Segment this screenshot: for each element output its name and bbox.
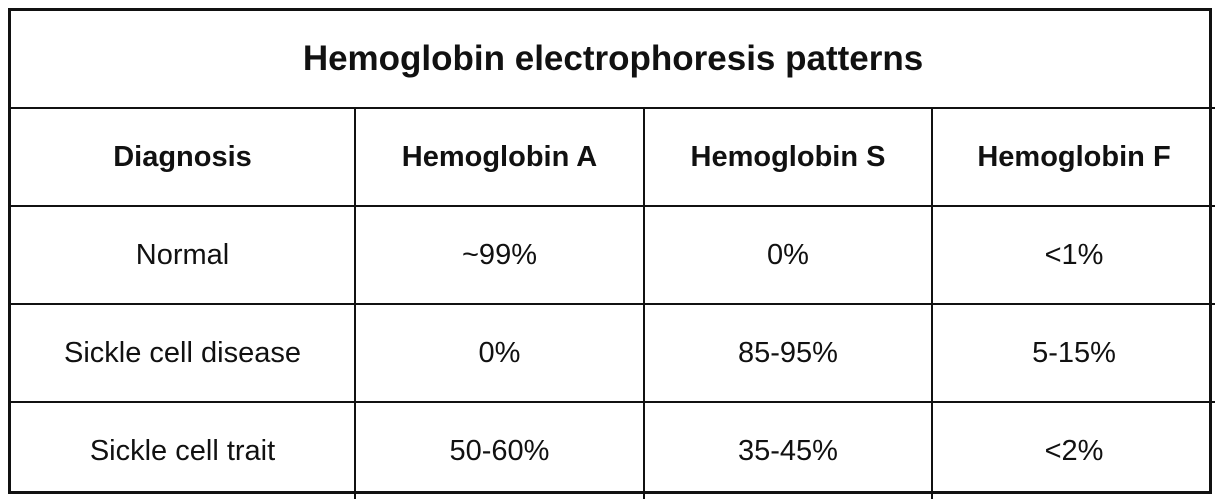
column-header: Hemoglobin A	[354, 107, 645, 207]
table-cell: 35-45%	[643, 401, 933, 499]
table-cell: 50-60%	[354, 401, 645, 499]
table-frame: Hemoglobin electrophoresis patterns Diag…	[8, 8, 1216, 499]
table-cell: <2%	[930, 401, 1216, 499]
table-cell: 0%	[354, 303, 645, 403]
table-cell: ~99%	[354, 205, 645, 305]
column-header: Hemoglobin S	[643, 107, 933, 207]
table-row: Normal ~99% 0% <1%	[11, 205, 1216, 305]
table-cell: <1%	[930, 205, 1216, 305]
table-row: Sickle cell trait 50-60% 35-45% <2%	[11, 401, 1216, 499]
table-cell: 85-95%	[643, 303, 933, 403]
table-cell: Normal	[11, 205, 356, 305]
table-title: Hemoglobin electrophoresis patterns	[11, 11, 1216, 109]
title-row: Hemoglobin electrophoresis patterns	[11, 11, 1216, 109]
column-header: Hemoglobin F	[930, 107, 1216, 207]
table-cell: 5-15%	[930, 303, 1216, 403]
table-cell: Sickle cell trait	[11, 401, 356, 499]
electrophoresis-table: Hemoglobin electrophoresis patterns Diag…	[11, 11, 1216, 499]
header-row: Diagnosis Hemoglobin A Hemoglobin S Hemo…	[11, 107, 1216, 207]
table-cell: 0%	[643, 205, 933, 305]
column-header: Diagnosis	[11, 107, 356, 207]
table-row: Sickle cell disease 0% 85-95% 5-15%	[11, 303, 1216, 403]
table-cell: Sickle cell disease	[11, 303, 356, 403]
